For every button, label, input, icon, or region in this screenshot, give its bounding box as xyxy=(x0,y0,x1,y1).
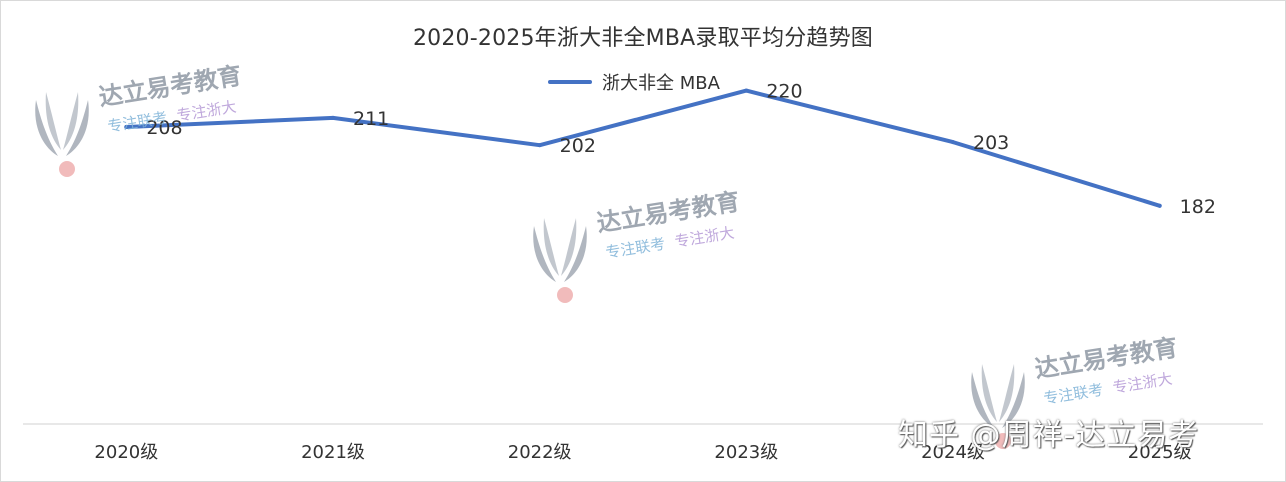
data-point xyxy=(1157,203,1162,208)
data-label: 220 xyxy=(766,81,802,103)
data-point xyxy=(744,88,749,93)
data-label: 211 xyxy=(353,108,389,130)
watermark: 达立易考教育 专注联考 专注浙大 xyxy=(30,61,270,188)
x-tick-label: 2021级 xyxy=(301,442,365,463)
x-tick-label: 2020级 xyxy=(94,442,158,463)
attribution-text: 知乎 @周祥-达立易考 xyxy=(898,418,1200,453)
series-line xyxy=(124,88,1162,208)
data-label: 208 xyxy=(146,117,182,139)
data-point xyxy=(331,115,335,120)
watermark-sub-b: 专注浙大 xyxy=(673,223,736,251)
watermark-sub-b: 专注浙大 xyxy=(175,97,238,125)
v-wing-logo-icon xyxy=(35,92,89,177)
watermark-sub-a: 专注联考 xyxy=(106,108,169,136)
legend: 浙大非全 MBA xyxy=(548,70,720,94)
watermark: 达立易考教育 专注联考 专注浙大 xyxy=(966,333,1206,460)
x-tick-label: 2024级 xyxy=(921,442,985,463)
watermark: 达立易考教育 专注联考 专注浙大 xyxy=(528,187,768,314)
data-point xyxy=(537,143,542,148)
v-wing-logo-icon xyxy=(971,364,1025,449)
watermark-sub-a: 专注联考 xyxy=(1042,380,1105,408)
x-tick-label: 2022级 xyxy=(508,442,572,463)
legend-label: 浙大非全 MBA xyxy=(602,73,720,94)
data-label: 202 xyxy=(560,135,596,157)
v-wing-logo-icon xyxy=(533,218,587,303)
legend-swatch xyxy=(548,80,592,84)
watermark-sub-a: 专注联考 xyxy=(604,234,667,262)
data-point xyxy=(951,140,955,145)
watermark-sub-b: 专注浙大 xyxy=(1111,369,1174,397)
data-label: 182 xyxy=(1180,196,1216,218)
x-tick-label: 2023级 xyxy=(714,442,778,463)
x-tick-label: 2025级 xyxy=(1128,442,1192,463)
data-label: 203 xyxy=(973,132,1009,154)
data-point xyxy=(124,124,129,129)
chart-title: 2020-2025年浙大非全MBA录取平均分趋势图 xyxy=(412,26,874,51)
